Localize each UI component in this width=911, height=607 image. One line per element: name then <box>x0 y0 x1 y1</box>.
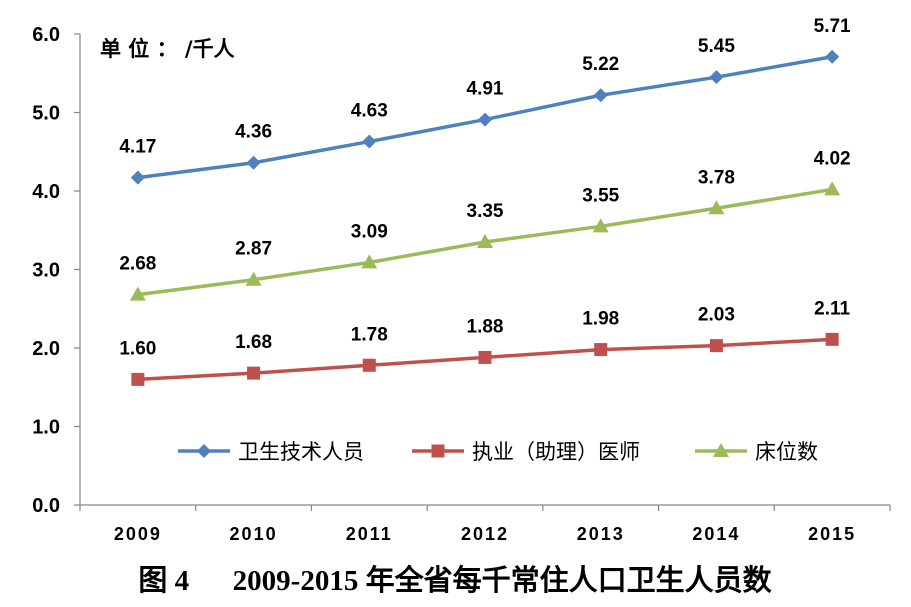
y-tick-label: 6.0 <box>32 24 60 46</box>
data-label: 3.55 <box>582 185 619 206</box>
y-tick-label: 1.0 <box>32 417 60 439</box>
x-tick-label: 2012 <box>461 524 509 544</box>
data-point <box>246 155 261 170</box>
y-tick-label: 4.0 <box>32 181 60 203</box>
data-label: 4.91 <box>467 79 504 100</box>
y-tick-label: 2.0 <box>32 338 60 360</box>
data-point <box>478 112 492 127</box>
series-1 <box>131 332 839 386</box>
x-tick-label: 2014 <box>692 524 740 544</box>
data-point <box>709 339 723 353</box>
legend: 卫生技术人员 执业（助理）医师 床位数 <box>178 440 818 464</box>
data-point <box>594 343 608 357</box>
data-point <box>362 134 377 149</box>
data-point <box>130 170 145 185</box>
data-label: 3.35 <box>467 201 504 222</box>
data-point <box>361 254 378 269</box>
y-tick-label: 5.0 <box>32 103 60 125</box>
data-point <box>245 271 262 286</box>
legend-item: 卫生技术人员 <box>178 440 364 464</box>
chart-axes: 0.0 1.0 2.0 3.0 4.0 5.0 6.0 2009 2010 2011 2012 201… <box>32 24 891 544</box>
data-label: 5.22 <box>582 54 619 75</box>
data-point <box>247 366 261 380</box>
legend-marker <box>713 443 729 457</box>
data-label: 1.60 <box>119 338 156 359</box>
chart-title: 图 4 2009-2015 年全省每千常住人口卫生人员数 <box>138 563 772 597</box>
y-tick-label: 0.0 <box>32 495 60 517</box>
unit-label: 单 位 ： /千人 <box>100 37 235 61</box>
x-tick-label: 2009 <box>114 524 162 544</box>
data-point <box>708 200 725 215</box>
data-point <box>825 332 839 346</box>
data-label: 1.68 <box>235 332 272 353</box>
data-label: 4.17 <box>119 137 156 158</box>
data-point <box>478 350 492 364</box>
data-label: 1.98 <box>582 309 619 330</box>
legend-item: 床位数 <box>695 440 818 464</box>
legend-label: 执业（助理）医师 <box>472 440 640 464</box>
data-label: 2.03 <box>698 305 735 326</box>
data-point <box>709 70 724 85</box>
data-label: 5.71 <box>814 16 851 37</box>
legend-label: 床位数 <box>755 440 818 464</box>
data-point <box>477 234 493 249</box>
data-label: 4.63 <box>351 101 388 122</box>
legend-item: 执业（助理）医师 <box>412 440 640 464</box>
series-0 <box>130 49 840 185</box>
data-point <box>592 218 609 233</box>
data-point <box>131 372 145 386</box>
legend-label: 卫生技术人员 <box>238 440 364 464</box>
x-tick-label: 2010 <box>230 524 278 544</box>
data-label: 4.02 <box>814 148 851 169</box>
data-label: 2.87 <box>235 239 272 260</box>
data-point <box>593 88 608 103</box>
data-labels-layer: 4.17 4.36 4.63 4.91 5.22 5.45 5.71 1.60 1.68 1.78… <box>119 16 851 360</box>
y-tick-label: 3.0 <box>32 260 60 282</box>
data-label: 2.68 <box>119 254 156 275</box>
data-point <box>362 358 376 372</box>
data-point <box>129 286 146 301</box>
x-tick-label: 2013 <box>577 524 625 544</box>
data-point <box>825 49 840 64</box>
data-label: 4.36 <box>235 122 272 143</box>
data-label: 1.88 <box>467 316 504 337</box>
data-label: 1.78 <box>351 324 388 345</box>
x-tick-label: 2011 <box>346 524 393 544</box>
series-layer <box>129 49 841 386</box>
data-label: 3.78 <box>698 167 735 188</box>
data-label: 5.45 <box>698 36 735 57</box>
series-2 <box>129 181 841 301</box>
data-point <box>824 181 841 196</box>
data-label: 3.09 <box>351 221 388 242</box>
legend-marker <box>431 444 445 458</box>
legend-marker <box>197 444 211 458</box>
data-label: 2.11 <box>814 298 850 319</box>
x-tick-label: 2015 <box>808 524 856 544</box>
